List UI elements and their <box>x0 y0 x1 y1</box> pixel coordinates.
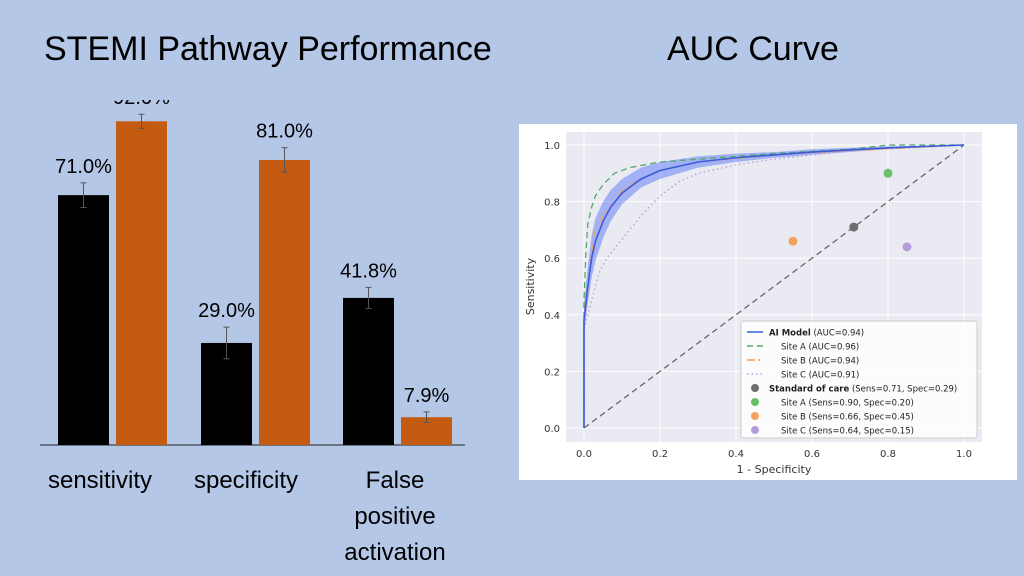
error-bar-0-1 <box>223 326 230 360</box>
bar-category-label-1: specificity <box>193 467 299 494</box>
bar-data-label-1-1: 81.0% <box>256 121 313 143</box>
bar-0-1 <box>201 342 252 445</box>
error-bar-1-1 <box>281 147 288 173</box>
error-bar-0-2 <box>365 286 372 309</box>
x-tick-label-2: 0.4 <box>728 449 744 460</box>
bar-data-label-1-2: 7.9% <box>404 385 450 407</box>
y-tick-label-0: 0.0 <box>544 424 560 435</box>
bar-category-label-2: False positive activation <box>344 467 446 566</box>
legend-label-2: Site B (AUC=0.94) <box>781 357 859 367</box>
legend-label-0: AI Model (AUC=0.94) <box>769 329 864 339</box>
legend-swatch-6 <box>751 412 759 420</box>
x-tick-label-4: 0.8 <box>880 449 896 460</box>
roc-chart-title: AUC Curve <box>667 30 839 68</box>
y-axis-label: Sensitivity <box>524 257 537 315</box>
x-axis-label: 1 - Specificity <box>737 463 812 476</box>
x-tick-label-1: 0.2 <box>652 449 668 460</box>
y-tick-label-1: 0.2 <box>544 367 560 378</box>
roc-point-0 <box>849 222 859 232</box>
bar-1-0 <box>116 121 167 445</box>
y-tick-label-3: 0.6 <box>544 254 560 265</box>
bar-chart: 71.0% 29.0% 41.8% 92.0% 81.0% 7.9% <box>40 100 465 446</box>
x-tick-label-3: 0.6 <box>804 449 820 460</box>
roc-chart-panel: 0.0 0.2 0.4 0.6 0.8 1.0 0.0 0.2 0.4 0.6 0.8 1.0 1 - … <box>519 124 1017 480</box>
roc-point-2 <box>788 236 798 246</box>
roc-point-3 <box>902 242 912 252</box>
bar-data-label-0-0: 71.0% <box>55 156 112 178</box>
x-tick-label-0: 0.0 <box>576 449 592 460</box>
bar-data-label-0-2: 41.8% <box>340 260 397 282</box>
legend-label-3: Site C (AUC=0.91) <box>781 371 859 381</box>
legend-swatch-4 <box>751 384 759 392</box>
roc-chart: 0.0 0.2 0.4 0.6 0.8 1.0 0.0 0.2 0.4 0.6 0.8 1.0 1 - … <box>524 132 982 476</box>
y-tick-label-4: 0.8 <box>544 198 560 209</box>
roc-line-ai-model <box>583 144 965 428</box>
y-tick-label-5: 1.0 <box>544 141 560 152</box>
legend-label-1: Site A (AUC=0.96) <box>781 343 859 353</box>
bar-0-0 <box>58 195 109 445</box>
legend-label-5: Site A (Sens=0.90, Spec=0.20) <box>781 399 914 409</box>
bar-data-label-0-1: 29.0% <box>198 300 255 322</box>
legend-label-7: Site C (Sens=0.64, Spec=0.15) <box>781 427 914 437</box>
error-bar-1-2 <box>423 411 430 423</box>
legend-swatch-5 <box>751 398 759 406</box>
x-tick-label-5: 1.0 <box>956 449 972 460</box>
error-bar-1-0 <box>138 113 145 129</box>
roc-point-1 <box>883 168 893 178</box>
legend-label-4: Standard of care (Sens=0.71, Spec=0.29) <box>769 385 957 395</box>
y-tick-label-2: 0.4 <box>544 311 560 322</box>
legend-swatch-7 <box>751 426 759 434</box>
roc-legend: AI Model (AUC=0.94) Site A (AUC=0.96) Site… <box>740 320 978 439</box>
legend-label-6: Site B (Sens=0.66, Spec=0.45) <box>781 413 914 423</box>
roc-legend-box <box>740 320 978 439</box>
bar-1-1 <box>259 159 310 445</box>
error-bar-0-0 <box>80 182 87 208</box>
bar-0-2 <box>343 297 394 445</box>
bar-category-label-0: sensitivity <box>47 467 153 494</box>
bar-data-label-1-0: 92.0% <box>113 100 170 109</box>
bar-chart-title: STEMI Pathway Performance <box>44 30 492 68</box>
chance-diagonal <box>583 144 965 429</box>
